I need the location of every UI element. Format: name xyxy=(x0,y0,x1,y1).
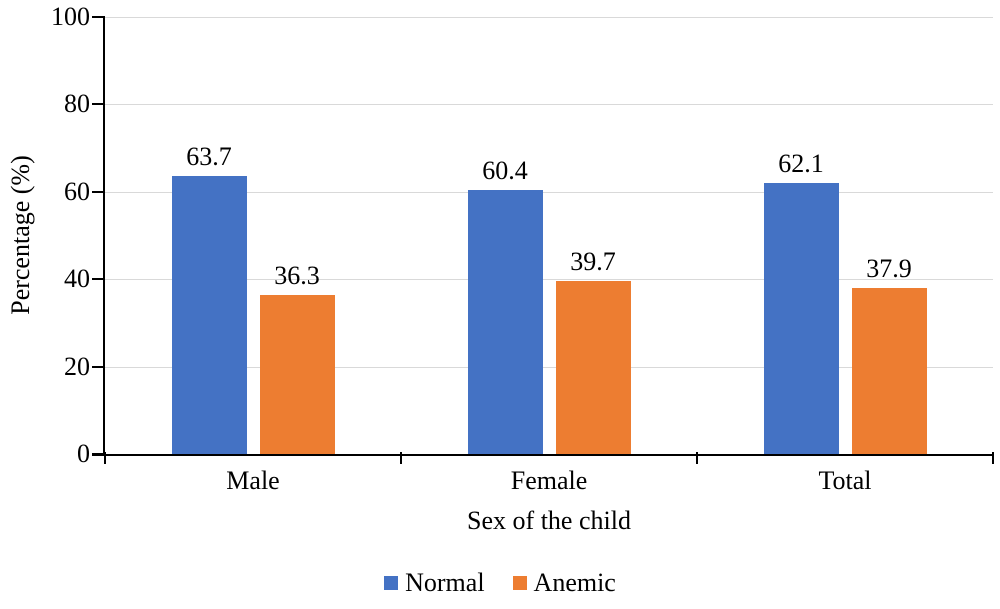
plot-area: 63.7 36.3 60.4 39.7 62.1 37.9 xyxy=(92,16,994,464)
y-axis-tick-label-20: 20 xyxy=(64,351,90,381)
x-axis-tick-3 xyxy=(992,452,994,464)
gridline-y-80 xyxy=(105,104,993,106)
data-label-anemic-male: 36.3 xyxy=(274,261,320,291)
y-axis-tick-0 xyxy=(92,453,105,455)
data-label-normal-total: 62.1 xyxy=(778,148,824,178)
y-axis-tick-80 xyxy=(92,103,105,106)
legend: Normal Anemic xyxy=(0,568,1000,598)
category-label-female: Female xyxy=(510,466,588,495)
legend-swatch-normal-icon xyxy=(384,576,399,590)
y-axis-tick-20 xyxy=(92,365,105,368)
legend-label-anemic: Anemic xyxy=(533,568,616,597)
bar-normal-male xyxy=(171,175,247,454)
x-axis-tick-0 xyxy=(104,452,106,464)
x-axis-title: Sex of the child xyxy=(467,506,631,535)
y-axis-tick-40 xyxy=(92,278,105,281)
y-axis-tick-60 xyxy=(92,190,105,193)
x-axis-tick-2 xyxy=(696,452,698,464)
data-label-anemic-total: 37.9 xyxy=(866,254,912,284)
gridline-y-40 xyxy=(105,279,993,281)
bar-anemic-total xyxy=(851,288,927,454)
bar-normal-female xyxy=(467,190,543,454)
y-axis-tick-100 xyxy=(92,16,105,18)
data-label-anemic-female: 39.7 xyxy=(570,246,616,276)
bar-anemic-male xyxy=(259,295,335,454)
x-axis-line xyxy=(92,454,993,456)
y-axis-tick-label-80: 80 xyxy=(64,89,90,119)
gridline-y-20 xyxy=(105,366,993,368)
bar-normal-total xyxy=(763,182,839,454)
legend-item-normal: Normal xyxy=(384,568,485,598)
category-label-male: Male xyxy=(226,466,280,495)
y-axis-title: Percentage (%) xyxy=(6,155,35,315)
bar-anemic-female xyxy=(555,280,631,454)
legend-label-normal: Normal xyxy=(405,568,485,597)
data-label-normal-female: 60.4 xyxy=(482,156,528,186)
y-axis-line xyxy=(103,17,105,454)
gridline-y-60 xyxy=(105,191,993,193)
gridline-y-100 xyxy=(105,17,993,18)
category-label-total: Total xyxy=(818,466,872,495)
y-axis-tick-label-40: 40 xyxy=(64,264,90,294)
x-axis-tick-1 xyxy=(400,452,402,464)
y-axis-tick-label-0: 0 xyxy=(77,439,90,468)
y-axis-tick-label-60: 60 xyxy=(64,176,90,206)
data-label-normal-male: 63.7 xyxy=(186,141,232,171)
legend-item-anemic: Anemic xyxy=(512,568,616,598)
y-axis-tick-label-100: 100 xyxy=(51,2,90,31)
legend-swatch-anemic-icon xyxy=(512,576,527,590)
